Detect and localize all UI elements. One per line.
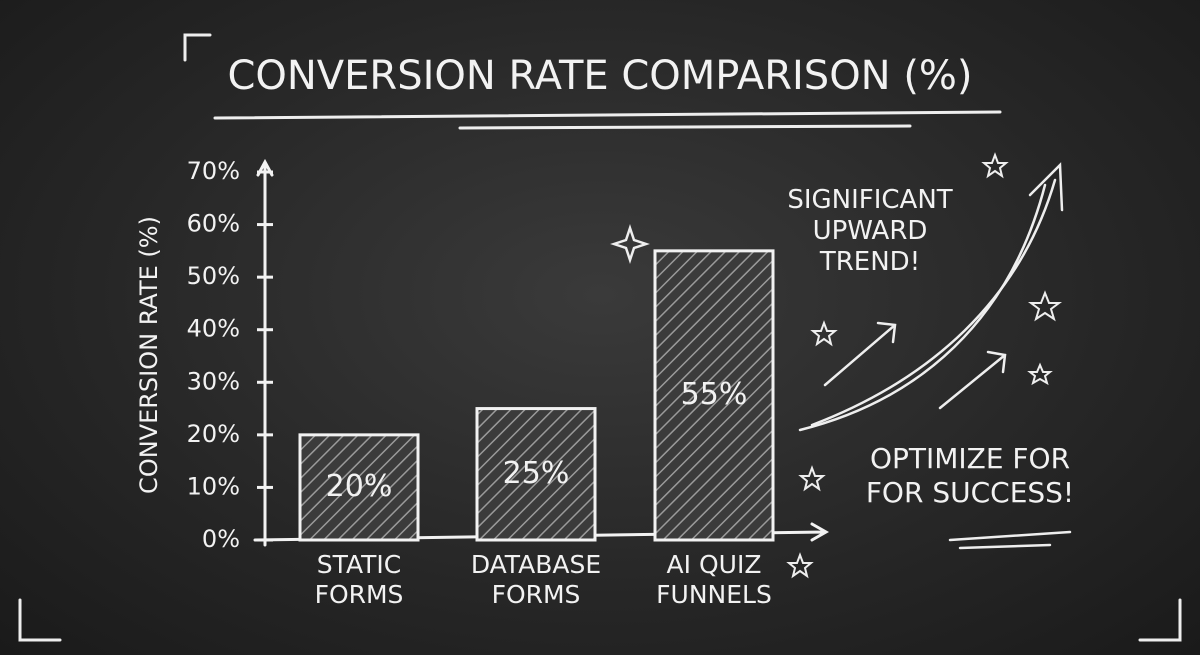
title-frame bbox=[18, 33, 1182, 642]
chart-title: CONVERSION RATE COMPARISON (%) bbox=[227, 53, 972, 99]
annotation: SIGNIFICANT UPWARD TREND! bbox=[787, 185, 953, 278]
bar bbox=[475, 407, 597, 542]
y-tick-label: 20% bbox=[187, 420, 240, 448]
y-tick-label: 60% bbox=[187, 210, 240, 238]
x-tick-label: DATABASE FORMS bbox=[470, 550, 602, 609]
bar bbox=[298, 433, 420, 542]
x-tick-label: AI QUIZ FUNNELS bbox=[656, 550, 772, 609]
value-label: 20% bbox=[326, 469, 393, 504]
x-tick-label: STATIC FORMS bbox=[314, 550, 404, 609]
y-tick-label: 50% bbox=[187, 262, 240, 290]
y-axis-label: CONVERSION RATE (%) bbox=[135, 216, 163, 494]
bar bbox=[653, 249, 775, 542]
y-tick-label: 70% bbox=[187, 157, 240, 185]
y-tick-label: 30% bbox=[187, 367, 240, 395]
y-tick-label: 0% bbox=[202, 525, 240, 553]
y-tick-label: 40% bbox=[187, 315, 240, 343]
annotation: OPTIMIZE FOR FOR SUCCESS! bbox=[865, 442, 1075, 509]
y-tick-label: 10% bbox=[187, 472, 240, 500]
value-label: 25% bbox=[503, 456, 570, 491]
value-label: 55% bbox=[681, 377, 748, 412]
